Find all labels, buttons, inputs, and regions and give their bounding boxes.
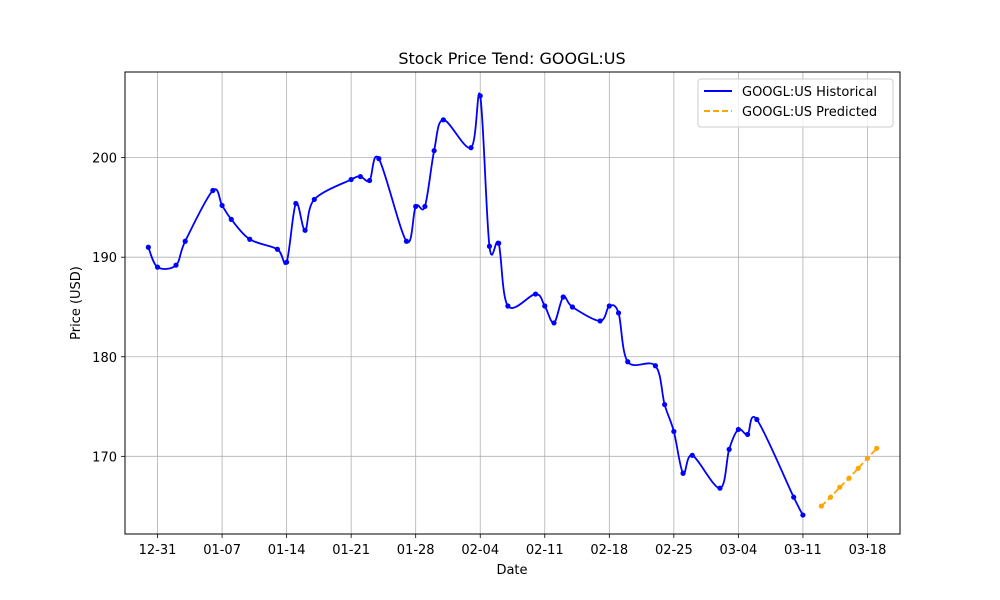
historical-data-point bbox=[145, 244, 151, 250]
grid bbox=[125, 72, 900, 534]
axis-ticks: 12-31 01-07 01-14 01-21 01-28 02-04 02-11 02-18… bbox=[92, 152, 886, 558]
plot-area-frame bbox=[124, 71, 901, 535]
predicted-data-point bbox=[837, 484, 843, 490]
historical-data-point bbox=[440, 117, 446, 123]
historical-data-point bbox=[496, 240, 502, 246]
historical-data-point bbox=[569, 304, 576, 310]
x-tick-label: 03-18 bbox=[849, 543, 887, 558]
historical-data-point bbox=[505, 303, 511, 309]
x-tick-label: 02-18 bbox=[590, 543, 628, 558]
legend: GOOGL:US Historical GOOGL:US Predicted bbox=[697, 78, 894, 128]
historical-data-point bbox=[311, 196, 317, 203]
historical-data-point bbox=[744, 431, 751, 438]
predicted-data-point bbox=[827, 494, 834, 500]
historical-data-point bbox=[532, 291, 539, 297]
historical-data-point bbox=[689, 452, 695, 458]
historical-data-point bbox=[625, 359, 631, 365]
legend-box bbox=[697, 78, 894, 128]
historical-data-point bbox=[615, 310, 622, 316]
historical-data-point bbox=[210, 187, 216, 194]
historical-data-point bbox=[357, 173, 363, 180]
historical-data-point bbox=[717, 485, 723, 491]
historical-data-point bbox=[366, 177, 373, 184]
historical-data-point bbox=[468, 145, 474, 151]
x-tick-label: 03-11 bbox=[784, 543, 822, 558]
historical-data-point bbox=[551, 320, 557, 326]
historical-data-point bbox=[735, 426, 741, 433]
x-tick-label: 01-14 bbox=[268, 543, 306, 558]
historical-data-point bbox=[477, 93, 483, 99]
historical-data-point bbox=[274, 246, 281, 252]
historical-data-point bbox=[542, 303, 548, 309]
historical-data-point bbox=[606, 303, 612, 309]
historical-data-point bbox=[671, 428, 677, 435]
historical-data-point bbox=[413, 203, 419, 210]
x-tick-label: 12-31 bbox=[139, 543, 177, 558]
predicted-data-point bbox=[864, 455, 871, 461]
historical-data-point bbox=[662, 401, 668, 408]
historical-data-point bbox=[284, 259, 290, 265]
x-tick-label: 01-07 bbox=[203, 543, 241, 558]
x-tick-label: 02-04 bbox=[461, 543, 499, 558]
x-tick-label: 01-21 bbox=[332, 543, 370, 558]
historical-data-point bbox=[486, 243, 493, 249]
predicted-data-point bbox=[846, 475, 852, 481]
historical-data-point bbox=[754, 416, 760, 423]
historical-data-point bbox=[800, 512, 806, 518]
historical-data-point bbox=[293, 200, 299, 207]
historical-data-point bbox=[173, 262, 179, 268]
x-tick-label: 02-25 bbox=[655, 543, 693, 558]
predicted-data-point bbox=[818, 503, 824, 509]
historical-data-point bbox=[422, 203, 428, 210]
historical-data-point bbox=[302, 227, 308, 233]
x-tick-label: 02-11 bbox=[526, 543, 564, 558]
y-tick-label: 170 bbox=[92, 450, 117, 465]
y-tick-label: 200 bbox=[92, 152, 117, 167]
predicted-data-point bbox=[874, 445, 880, 451]
legend-historical-label: GOOGL:US Historical bbox=[742, 85, 877, 100]
historical-data-point bbox=[680, 470, 686, 476]
historical-data-point bbox=[219, 202, 225, 209]
series-layer bbox=[145, 92, 880, 518]
y-tick-label: 190 bbox=[92, 251, 117, 266]
historical-data-point bbox=[791, 494, 797, 500]
historical-data-point bbox=[560, 294, 566, 300]
historical-data-point bbox=[228, 216, 234, 222]
y-axis-label: Price (USD) bbox=[69, 266, 84, 340]
historical-data-point bbox=[182, 238, 188, 244]
y-tick-label: 180 bbox=[92, 351, 117, 366]
historical-data-point bbox=[376, 156, 382, 162]
historical-data-point bbox=[247, 236, 253, 242]
historical-data-point bbox=[154, 264, 161, 270]
predicted-data-point bbox=[855, 465, 861, 471]
x-tick-label: 01-28 bbox=[397, 543, 435, 558]
historical-data-point bbox=[652, 363, 659, 369]
chart-title: Stock Price Tend: GOOGL:US bbox=[398, 49, 625, 68]
x-axis-label: Date bbox=[496, 563, 527, 578]
historical-data-point bbox=[726, 446, 732, 452]
x-tick-label: 03-04 bbox=[719, 543, 757, 558]
historical-data-point bbox=[403, 238, 410, 244]
historical-data-point bbox=[597, 318, 603, 324]
legend-predicted-label: GOOGL:US Predicted bbox=[742, 105, 877, 120]
historical-data-point bbox=[431, 148, 437, 154]
historical-data-point bbox=[348, 176, 354, 183]
